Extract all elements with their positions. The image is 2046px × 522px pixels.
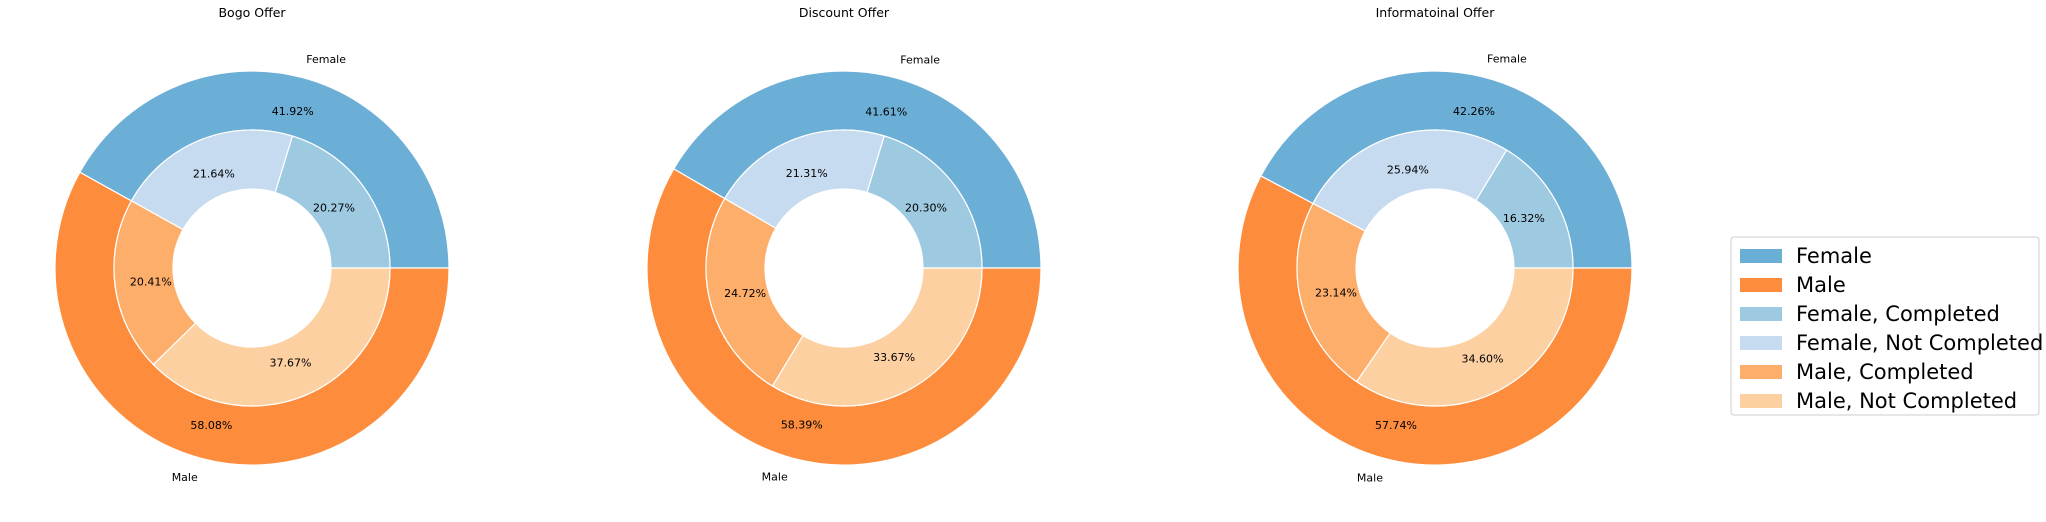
inner-pct-label-male-not-completed: 34.60% — [1461, 352, 1503, 365]
inner-wedge-male-completed — [705, 197, 804, 387]
inner-wedge-female-not-completed — [130, 129, 293, 231]
chart-title: Informatoinal Offer — [1376, 5, 1496, 20]
inner-wedge-male-completed — [113, 200, 197, 366]
outer-pct-label-female: 42.26% — [1453, 105, 1495, 118]
legend-swatch — [1740, 249, 1782, 263]
inner-pct-label-male-completed: 23.14% — [1315, 286, 1357, 299]
donut-chart-informatoinal-offer: Informatoinal Offer 42.26% Female 57.74% Mal… — [1237, 5, 1633, 485]
inner-pct-label-male-completed: 24.72% — [724, 287, 766, 300]
legend-item-female-completed: Female, Completed — [1740, 302, 2000, 326]
inner-wedge-male-completed — [1296, 202, 1391, 383]
legend-item-female-not-completed: Female, Not Completed — [1740, 331, 2043, 355]
legend-label: Female, Not Completed — [1796, 331, 2043, 355]
outer-pct-label-female: 41.92% — [272, 105, 314, 118]
inner-wedge-male-not-completed — [771, 267, 983, 407]
legend-label: Female — [1796, 244, 1872, 268]
wedge-label-female: Female — [306, 53, 346, 66]
wedge-label-male: Male — [172, 471, 198, 484]
outer-pct-label-male: 58.08% — [190, 419, 232, 432]
legend-swatch — [1740, 394, 1782, 408]
inner-pct-label-female-not-completed: 25.94% — [1387, 164, 1429, 177]
legend-swatch — [1740, 365, 1782, 379]
outer-pct-label-male: 58.39% — [781, 418, 823, 431]
wedge-label-male: Male — [762, 471, 788, 484]
chart-title: Bogo Offer — [218, 5, 286, 20]
charts-group: Bogo Offer 41.92% Female 58.08% Male 20.27% 21… — [54, 5, 1633, 485]
legend-frame — [1730, 236, 2040, 416]
inner-pct-label-male-not-completed: 33.67% — [873, 351, 915, 364]
outer-pct-label-male: 57.74% — [1375, 419, 1417, 432]
legend-item-female: Female — [1740, 244, 1872, 268]
wedge-label-male: Male — [1357, 472, 1383, 485]
legend-label: Male, Completed — [1796, 360, 1974, 384]
legend-item-male: Male — [1740, 273, 1846, 297]
wedge-label-female: Female — [1487, 52, 1527, 65]
legend-label: Female, Completed — [1796, 302, 2000, 326]
inner-wedge-male-not-completed — [1356, 267, 1574, 407]
legend-swatch — [1740, 336, 1782, 350]
inner-pct-label-female-completed: 20.30% — [905, 201, 947, 214]
legend: Female Male Female, Completed Female, Not C… — [1730, 236, 2043, 416]
legend-swatch — [1740, 307, 1782, 321]
legend-label: Male, Not Completed — [1796, 389, 2017, 413]
legend-swatch — [1740, 278, 1782, 292]
inner-pct-label-male-not-completed: 37.67% — [270, 356, 312, 369]
donut-chart-bogo-offer: Bogo Offer 41.92% Female 58.08% Male 20.27% 21… — [54, 5, 450, 484]
inner-pct-label-male-completed: 20.41% — [130, 276, 172, 289]
chart-title: Discount Offer — [799, 5, 890, 20]
inner-wedge-female-not-completed — [1312, 129, 1508, 232]
inner-wedge-male-not-completed — [152, 267, 391, 407]
legend-label: Male — [1796, 273, 1846, 297]
wedge-label-female: Female — [900, 53, 940, 66]
inner-pct-label-female-completed: 20.27% — [313, 201, 355, 214]
legend-item-male-not-completed: Male, Not Completed — [1740, 389, 2017, 413]
outer-pct-label-female: 41.61% — [865, 106, 907, 119]
legend-item-male-completed: Male, Completed — [1740, 360, 1974, 384]
inner-pct-label-female-not-completed: 21.31% — [786, 167, 828, 180]
inner-pct-label-female-completed: 16.32% — [1503, 212, 1545, 225]
donut-chart-discount-offer: Discount Offer 41.61% Female 58.39% Male 20.3… — [646, 5, 1042, 484]
inner-pct-label-female-not-completed: 21.64% — [193, 167, 235, 180]
